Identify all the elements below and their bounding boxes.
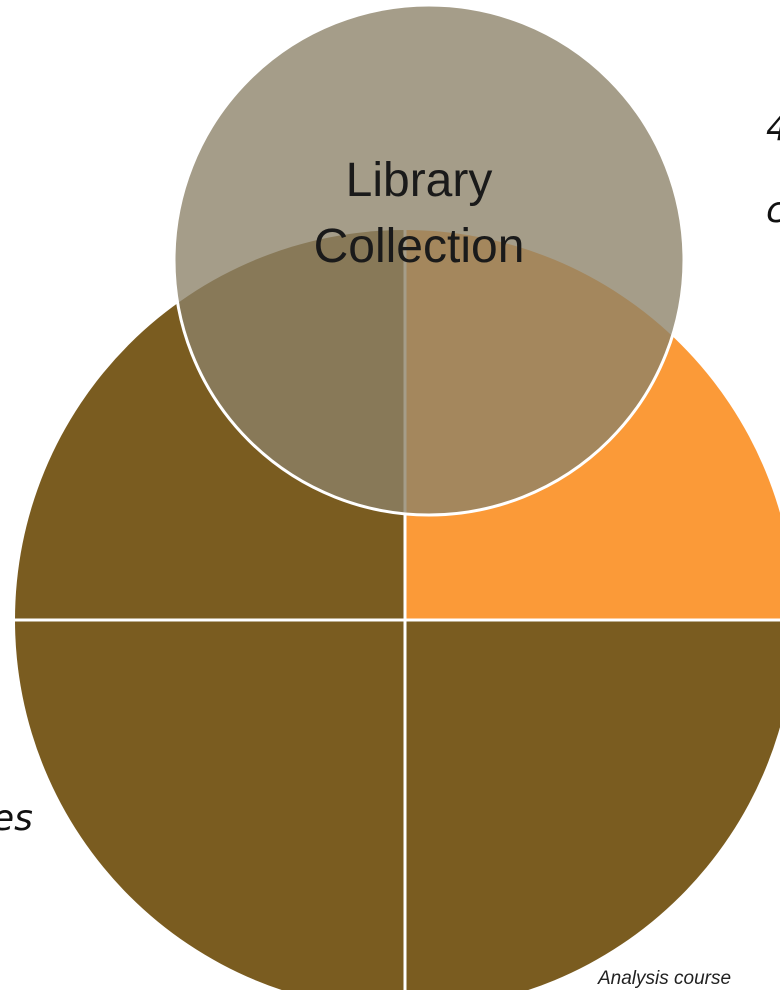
left-partial-text: es xyxy=(0,798,33,839)
footer-caption: Analysis course xyxy=(598,968,732,989)
top-circle-shape xyxy=(172,3,686,517)
top-circle: Library Collection xyxy=(172,3,686,517)
right-partial-text-2: c xyxy=(766,190,780,231)
quadrant-bottom-left xyxy=(15,620,405,990)
large-circle xyxy=(10,230,780,990)
right-partial-text-1: 4 xyxy=(766,108,780,149)
top-circle-label-line2: Collection xyxy=(314,220,525,273)
quadrant-bottom-right xyxy=(405,620,780,990)
top-circle-label-line1: Library xyxy=(346,154,493,207)
